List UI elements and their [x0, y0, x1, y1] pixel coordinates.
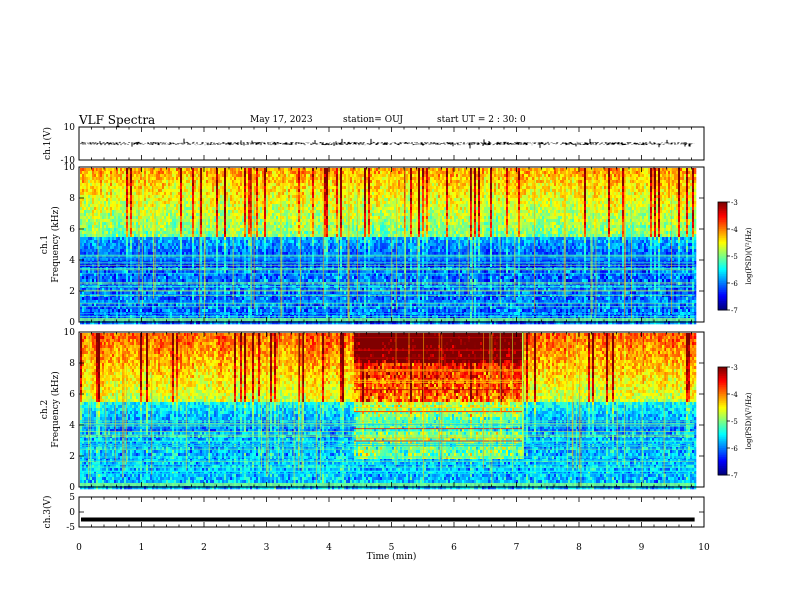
y-tick-label: 10 — [64, 163, 76, 173]
colorbar: -3 -4 -5 -6 -7 log(PSD)(V²/Hz) — [718, 199, 753, 315]
ch1-spectrogram-panel: 0 2 4 6 8 10 ch.1 Frequency (kHz) — [40, 163, 704, 328]
colorbar-tick-label: -6 — [731, 280, 738, 288]
channel-label: ch.2 — [40, 400, 50, 419]
y-tick-label: 4 — [69, 421, 75, 431]
y-tick-label: 10 — [64, 123, 76, 133]
y-tick-label: 5 — [69, 493, 75, 503]
x-tick-label: 7 — [514, 543, 520, 553]
colorbar-tick-label: -5 — [731, 418, 738, 426]
ch1-waveform-trace — [81, 139, 694, 149]
y-tick-label: 10 — [64, 328, 76, 338]
y-tick-label: 0 — [69, 318, 75, 328]
colorbar-tick-label: -5 — [731, 253, 738, 261]
x-tick-label: 1 — [139, 543, 145, 553]
colorbar-label: log(PSD)(V²/Hz) — [745, 392, 753, 449]
y-tick-label: 0 — [69, 508, 75, 518]
channel-label: ch.1 — [40, 235, 50, 254]
colorbar-tick-label: -4 — [731, 226, 738, 234]
ch3-waveform-panel: 5 0 -5 ch.3(V) — [42, 493, 704, 533]
y-tick-label: 6 — [69, 390, 75, 400]
x-tick-label: 0 — [76, 543, 82, 553]
colorbar-label: log(PSD)(V²/Hz) — [745, 227, 753, 284]
colorbar: -3 -4 -5 -6 -7 log(PSD)(V²/Hz) — [718, 364, 753, 480]
colorbar-tick-label: -4 — [731, 391, 738, 399]
y-axis-label: ch.1(V) — [42, 127, 53, 160]
y-axis-label: Frequency (kHz) — [50, 371, 61, 448]
colorbar-tick-label: -7 — [731, 307, 738, 315]
y-axis-label: ch.3(V) — [42, 496, 53, 529]
x-tick-label: 8 — [576, 543, 582, 553]
colorbar-tick-label: -7 — [731, 472, 738, 480]
x-tick-label: 10 — [698, 543, 710, 553]
x-axis-label: Time (min) — [367, 551, 417, 562]
ch2-spectrogram-panel: 0 2 4 6 8 10 ch.2 Frequency (kHz) — [40, 328, 704, 493]
x-tick-label: 2 — [201, 543, 207, 553]
colorbars: -3 -4 -5 -6 -7 log(PSD)(V²/Hz) -3 -4 -5 -6 -7 log(P… — [718, 199, 753, 480]
y-tick-label: -5 — [66, 523, 75, 533]
y-tick-label: 2 — [69, 452, 75, 462]
y-tick-label: 8 — [69, 194, 75, 204]
x-tick-label: 6 — [451, 543, 457, 553]
x-tick-label: 9 — [639, 543, 645, 553]
y-axis-label: Frequency (kHz) — [50, 206, 61, 283]
y-tick-label: 8 — [69, 359, 75, 369]
y-tick-label: 6 — [69, 225, 75, 235]
vlf-figure: 10-10ch.1(V) 0246810ch.1 Frequency (kHz) … — [0, 0, 792, 612]
low-frequency-band — [80, 318, 695, 321]
low-frequency-band — [80, 483, 695, 486]
y-tick-label: 0 — [69, 483, 75, 493]
colorbar-tick-label: -3 — [731, 364, 738, 372]
colorbar-tick-label: -3 — [731, 199, 738, 207]
y-tick-label: 2 — [69, 287, 75, 297]
x-tick-label: 3 — [264, 543, 270, 553]
colorbar-tick-label: -6 — [731, 445, 738, 453]
x-tick-label: 4 — [326, 543, 332, 553]
y-tick-label: 4 — [69, 256, 75, 266]
